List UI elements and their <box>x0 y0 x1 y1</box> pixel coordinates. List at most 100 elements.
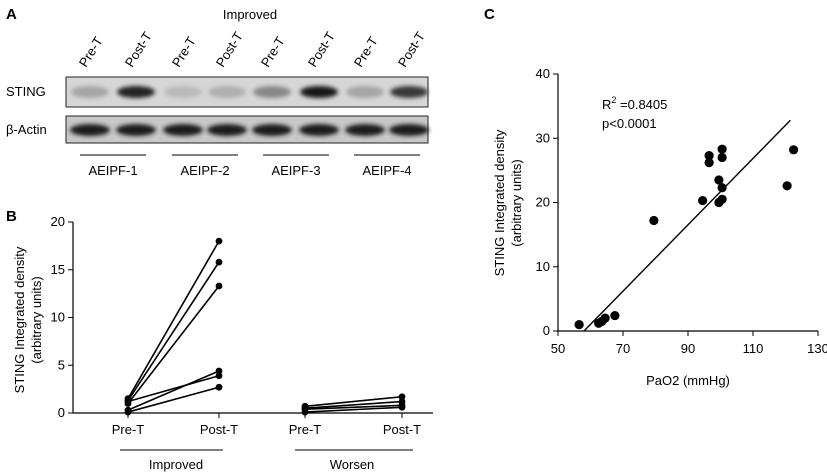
lane-label: Post-T <box>305 29 338 69</box>
beta-actin-band <box>299 124 339 136</box>
sting-band <box>390 86 428 98</box>
panel-c-x-tick-label: 130 <box>807 341 827 356</box>
panel-b-y-tick-label: 5 <box>58 357 65 372</box>
panel-c-x-tick-label: 70 <box>616 341 630 356</box>
group-label-improved: Improved <box>223 7 277 22</box>
post-point <box>215 383 223 391</box>
panel-a: A Improved Pre-T Post-T Pre-T Post-T Pre-T Po… <box>6 6 429 178</box>
lane-label: Pre-T <box>76 34 106 70</box>
beta-actin-band <box>252 124 292 136</box>
r-squared-superscript: 2 <box>611 95 616 105</box>
scatter-point <box>698 195 708 206</box>
p-value-annotation: p<0.0001 <box>602 116 657 131</box>
scatter-point <box>717 183 727 193</box>
panel-b-ylabel-line2: (arbitrary units) <box>29 276 44 363</box>
scatter-point <box>782 181 792 191</box>
panel-b-paired-lines <box>127 240 403 413</box>
panel-c-ylabel-line1: STING Integrated density <box>492 129 507 276</box>
post-point <box>215 282 223 290</box>
panel-c-x-tick-label: 110 <box>743 341 764 356</box>
panel-b-x-tick-label: Post-T <box>200 422 238 437</box>
sting-band <box>346 86 384 98</box>
panel-c-letter: C <box>484 6 495 23</box>
scatter-point <box>717 194 727 204</box>
panel-c-ylabel-line2: (arbitrary units) <box>509 159 524 246</box>
panel-c-y-tick-label: 10 <box>536 259 550 274</box>
post-point <box>398 403 406 411</box>
post-point <box>215 372 223 380</box>
panel-c-x-tick-label: 50 <box>551 341 565 356</box>
paired-line <box>304 406 403 413</box>
panel-b-ylabel-line1: STING Integrated density <box>12 246 27 393</box>
scatter-point <box>610 310 620 321</box>
post-point <box>215 367 223 375</box>
sting-band <box>253 86 291 98</box>
beta-actin-band <box>389 124 429 136</box>
paired-line <box>127 240 220 400</box>
sting-band <box>117 86 155 98</box>
paired-line <box>304 404 403 410</box>
row-label-beta-actin: β-Actin <box>6 122 47 137</box>
lane-label: Post-T <box>395 29 428 69</box>
panel-b-x-tick-label: Pre-T <box>289 422 322 437</box>
scatter-point <box>574 319 584 330</box>
post-point <box>215 258 223 266</box>
sting-band <box>208 86 246 98</box>
r-squared-annotation: R2 =0.8405 <box>602 95 667 112</box>
paired-line <box>304 400 403 410</box>
row-label-sting: STING <box>6 84 46 99</box>
panel-b-y-tick-label: 10 <box>51 310 65 325</box>
panel-c-y-tick-label: 40 <box>536 66 550 81</box>
pre-point <box>124 398 132 405</box>
beta-actin-band <box>116 124 156 136</box>
panel-b-y-tick-label: 0 <box>58 405 65 420</box>
sting-band <box>300 86 338 98</box>
paired-line <box>127 370 220 411</box>
scatter-point <box>649 215 659 226</box>
scatter-point <box>704 150 714 161</box>
scatter-point <box>704 158 714 168</box>
panel-b-y-tick-label: 20 <box>51 214 65 229</box>
panel-b-x-tick-label: Pre-T <box>112 422 145 437</box>
post-point <box>398 393 406 401</box>
panel-c-xlabel: PaO2 (mmHg) <box>646 373 730 388</box>
panel-b: B STING Integrated density (arbitrary un… <box>6 208 433 472</box>
pre-point <box>301 408 309 416</box>
lane-label: Post-T <box>213 29 246 69</box>
paired-line <box>127 285 220 404</box>
panel-b-points <box>124 237 406 416</box>
panel-c-x-tick-label: 90 <box>681 341 695 356</box>
patient-label: AEIPF-4 <box>362 163 411 178</box>
lane-labels: Pre-T Post-T Pre-T Post-T Pre-T Post-T Pre-T Po… <box>76 29 428 69</box>
panel-b-axes: 0 5 10 15 20 Pre-T Post-T Pre-T Post-T <box>51 214 433 437</box>
sting-band <box>71 86 109 98</box>
panel-c-fit-line <box>583 119 791 332</box>
patient-labels: AEIPF-1 AEIPF-2 AEIPF-3 AEIPF-4 <box>80 154 420 178</box>
paired-line <box>127 374 220 403</box>
r-squared-prefix: R <box>602 97 611 112</box>
r-squared-value: =0.8405 <box>616 97 667 112</box>
panel-a-letter: A <box>6 6 17 23</box>
sting-band <box>164 86 202 98</box>
group-label-improved-b: Improved <box>149 457 203 472</box>
panel-c-y-tick-label: 20 <box>536 195 550 210</box>
panel-b-y-tick-label: 15 <box>51 262 65 277</box>
panel-c-points <box>574 144 799 330</box>
beta-actin-band <box>207 124 247 136</box>
panel-c-y-tick-label: 30 <box>536 130 550 145</box>
panel-c-axes: 0 10 20 30 40 50 70 90 110 130 <box>536 66 827 356</box>
panel-c: C STING Integrated density (arbitrary un… <box>484 6 827 388</box>
panel-b-x-tick-label: Post-T <box>383 422 421 437</box>
scatter-point <box>717 144 727 154</box>
panel-c-y-tick-label: 0 <box>543 323 550 338</box>
regression-line <box>583 119 791 332</box>
beta-actin-band <box>345 124 385 136</box>
patient-label: AEIPF-1 <box>88 163 137 178</box>
patient-label: AEIPF-2 <box>180 163 229 178</box>
lane-label: Pre-T <box>169 34 199 70</box>
panel-b-letter: B <box>6 208 17 225</box>
patient-label: AEIPF-3 <box>271 163 320 178</box>
beta-actin-band <box>163 124 203 136</box>
group-label-worsen-b: Worsen <box>330 457 375 472</box>
